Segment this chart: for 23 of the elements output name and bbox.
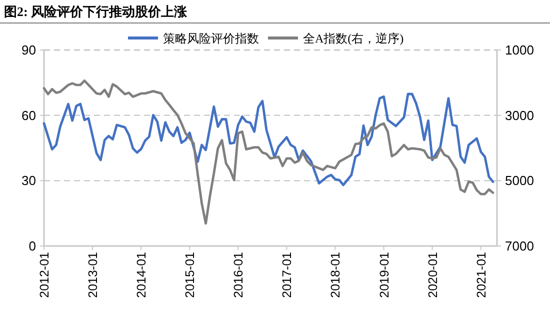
x-tick-label: 2018-01 xyxy=(328,252,343,298)
y2-tick-label: 5000 xyxy=(505,173,534,188)
line-series xyxy=(42,80,494,225)
x-tick-label: 2013-01 xyxy=(86,252,100,298)
y-tick-label: 90 xyxy=(22,42,36,58)
y-tick-label: 60 xyxy=(22,108,36,123)
x-tick-label: 2016-01 xyxy=(232,252,246,298)
y-tick-label: 0 xyxy=(28,238,36,254)
x-tick-label: 2019-01 xyxy=(377,252,392,298)
line-series xyxy=(42,92,494,186)
legend-label: 策略风险评价指数 xyxy=(163,32,259,46)
x-tick-label: 2017-01 xyxy=(280,252,294,298)
x-tick-label: 2012-01 xyxy=(38,252,52,298)
x-tick-label: 2015-01 xyxy=(183,252,198,298)
y2-tick-label: 3000 xyxy=(505,108,534,123)
chart-title: 图2: 风险评价下行推动股价上涨 xyxy=(4,4,188,19)
y2-tick-label: 7000 xyxy=(505,238,534,254)
x-tick-label: 2020-01 xyxy=(426,252,440,298)
legend-label: 全A指数(右，逆序) xyxy=(303,32,404,46)
x-tick-label: 2021-01 xyxy=(474,252,488,298)
y-tick-label: 30 xyxy=(22,173,36,188)
y2-tick-label: 1000 xyxy=(505,42,534,58)
x-tick-label: 2014-01 xyxy=(134,252,149,298)
